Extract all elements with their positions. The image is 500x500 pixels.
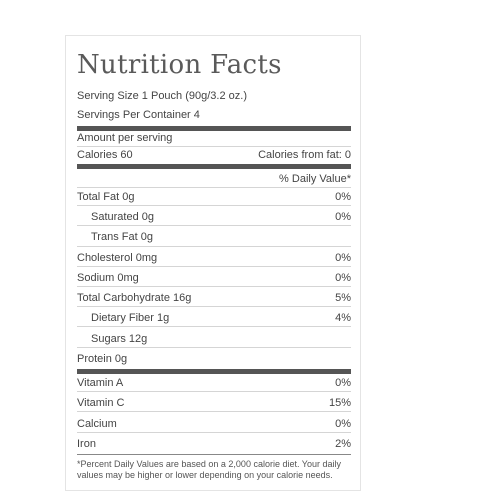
nutrition-facts-label: Nutrition Facts Serving Size 1 Pouch (90…: [65, 35, 361, 491]
nutrient-dv: 0%: [335, 272, 351, 284]
vitamin-dv: 15%: [328, 397, 351, 409]
daily-value-header: % Daily Value*: [279, 173, 351, 185]
nutrient-dv: 4%: [335, 312, 351, 324]
divider-thin: [77, 205, 351, 206]
serving-size: Serving Size 1 Pouch (90g/3.2 oz.): [77, 90, 247, 102]
vitamin-name: Vitamin C: [77, 397, 125, 409]
divider-thick: [77, 369, 351, 374]
divider-thin: [77, 266, 351, 267]
calories-from-fat: Calories from fat: 0: [258, 149, 351, 161]
divider-thin: [77, 454, 351, 455]
vitamin-name: Iron: [77, 438, 96, 450]
divider-thin: [77, 432, 351, 433]
divider-thin: [77, 411, 351, 412]
nutrient-name: Total Fat 0g: [77, 191, 135, 203]
nutrient-name: Sodium 0mg: [77, 272, 139, 284]
divider-thin: [77, 187, 351, 188]
vitamin-dv: 2%: [335, 438, 351, 450]
divider-thick: [77, 126, 351, 131]
vitamin-name: Vitamin A: [77, 377, 124, 389]
nutrient-name: Saturated 0g: [91, 211, 154, 223]
divider-thin: [77, 391, 351, 392]
divider-thin: [77, 246, 351, 247]
divider-thin: [77, 326, 351, 327]
vitamin-dv: 0%: [335, 418, 351, 430]
nutrient-name: Protein 0g: [77, 353, 128, 365]
nutrient-name: Trans Fat 0g: [91, 231, 153, 243]
daily-value-footnote: *Percent Daily Values are based on a 2,0…: [77, 459, 342, 480]
servings-per-container: Servings Per Container 4: [77, 109, 200, 121]
nutrient-dv: 0%: [335, 211, 351, 223]
nutrient-name: Dietary Fiber 1g: [91, 312, 170, 324]
label-title: Nutrition Facts: [77, 50, 282, 80]
divider-thin: [77, 306, 351, 307]
divider-thin: [77, 286, 351, 287]
vitamin-name: Calcium: [77, 418, 117, 430]
calories: Calories 60: [77, 149, 133, 161]
nutrient-name: Sugars 12g: [91, 333, 148, 345]
divider-thin: [77, 146, 351, 147]
nutrient-dv: 0%: [335, 252, 351, 264]
nutrient-dv: 0%: [335, 191, 351, 203]
divider-thick: [77, 164, 351, 169]
vitamin-dv: 0%: [335, 377, 351, 389]
divider-thin: [77, 347, 351, 348]
amount-per-serving: Amount per serving: [77, 132, 173, 144]
nutrient-name: Total Carbohydrate 16g: [77, 292, 192, 304]
nutrient-dv: 5%: [335, 292, 351, 304]
nutrient-name: Cholesterol 0mg: [77, 252, 158, 264]
divider-thin: [77, 225, 351, 226]
